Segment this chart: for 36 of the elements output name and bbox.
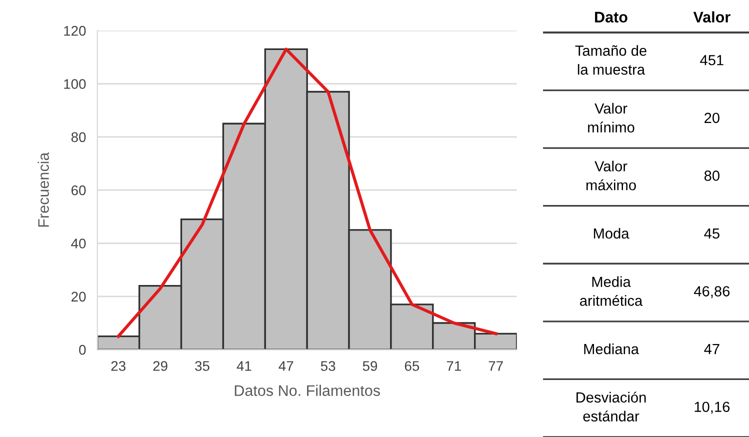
- x-tick-label: 47: [278, 361, 294, 371]
- text: Tamaño de la muestra: [575, 45, 646, 75]
- text: 20: [704, 112, 720, 124]
- x-tick-label: 77: [488, 361, 503, 371]
- text: Desviación estándar: [576, 392, 646, 422]
- x-tick-label: 29: [153, 361, 168, 371]
- x-tick-label: 41: [236, 361, 252, 371]
- text: Media aritmética: [580, 276, 643, 306]
- text: 47: [704, 344, 720, 354]
- text: 46,86: [694, 286, 730, 298]
- y-tick-label: 80: [71, 132, 86, 142]
- x-tick-label: 71: [446, 361, 461, 371]
- x-tick-label: 53: [320, 361, 336, 371]
- x-tick-label: 23: [111, 361, 126, 371]
- text: 80: [704, 170, 720, 181]
- x-tick-label: 35: [195, 361, 210, 371]
- x-axis-title: Datos No. Filamentos: [234, 384, 380, 396]
- text: Valor: [693, 11, 730, 23]
- text: 451: [700, 55, 724, 66]
- text: Mediana: [584, 344, 639, 354]
- y-tick-label: 100: [64, 79, 86, 89]
- y-tick-label: 20: [72, 292, 86, 302]
- y-axis-title: Frecuencia: [38, 152, 49, 227]
- text: Valor mínimo: [588, 102, 634, 133]
- y-tick-label: 120: [64, 26, 86, 36]
- text: Valor máximo: [586, 160, 636, 190]
- y-tick-label: 0: [79, 344, 86, 355]
- text: 45: [704, 228, 720, 239]
- y-tick-label: 40: [71, 238, 86, 248]
- line-series: [116, 48, 498, 338]
- y-tick-label: 60: [72, 185, 86, 196]
- text: Dato: [595, 12, 628, 23]
- x-tick-label: 65: [404, 361, 420, 371]
- text: Moda: [594, 228, 630, 239]
- text: 10,16: [694, 402, 730, 414]
- x-tick-label: 59: [362, 361, 378, 371]
